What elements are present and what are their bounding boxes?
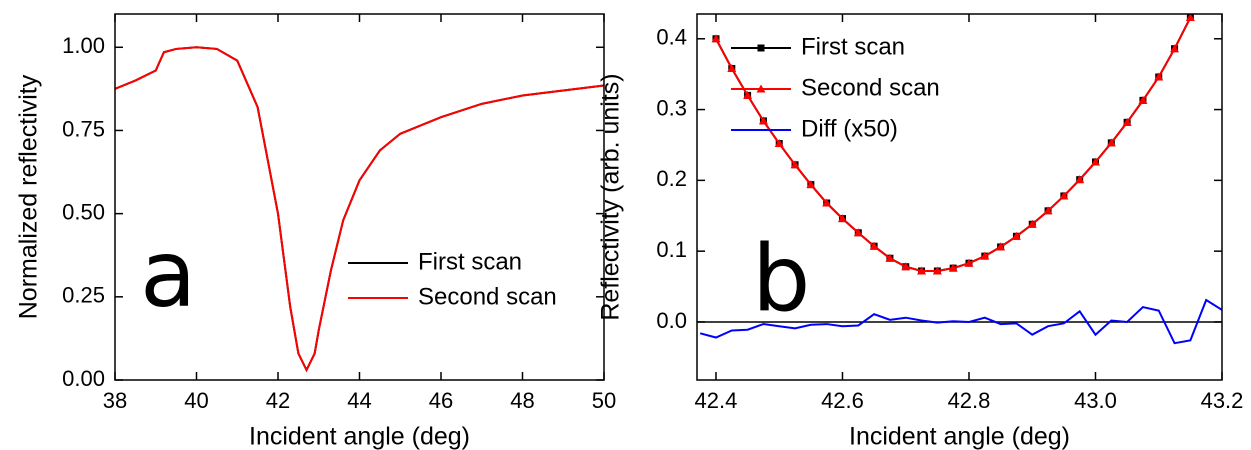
marker xyxy=(1027,219,1037,228)
marker xyxy=(1043,206,1053,215)
plot-area xyxy=(697,14,1222,345)
marker xyxy=(1122,117,1132,126)
marker xyxy=(1059,191,1069,200)
marker xyxy=(869,241,879,250)
marker xyxy=(980,251,990,260)
marker xyxy=(1090,157,1100,166)
y-tick-label: 0.0 xyxy=(656,308,687,333)
legend-marker xyxy=(757,44,765,52)
y-tick-label: 0.75 xyxy=(62,116,105,141)
panel-letter: b xyxy=(752,225,810,332)
legend-label: Second scan xyxy=(418,283,557,310)
x-tick-label: 40 xyxy=(184,388,208,413)
marker xyxy=(1154,72,1164,81)
series-line xyxy=(699,298,1222,345)
y-tick-label: 0.4 xyxy=(656,25,687,50)
x-tick-label: 43.2 xyxy=(1201,388,1244,413)
y-tick-label: 0.00 xyxy=(62,366,105,391)
marker xyxy=(853,228,863,237)
marker xyxy=(1075,175,1085,184)
x-tick-label: 50 xyxy=(592,388,616,413)
marker xyxy=(758,116,768,125)
marker xyxy=(806,180,816,189)
x-tick-label: 42.8 xyxy=(948,388,991,413)
marker xyxy=(743,90,753,99)
marker xyxy=(1011,231,1021,240)
marker xyxy=(948,263,958,272)
x-tick-label: 48 xyxy=(510,388,534,413)
marker xyxy=(822,198,832,207)
axes-frame xyxy=(696,13,1223,381)
legend-marker xyxy=(756,84,766,93)
y-axis-label: Normalized reflectivity xyxy=(15,74,43,319)
marker xyxy=(837,214,847,223)
marker xyxy=(711,34,721,43)
marker xyxy=(932,266,942,275)
marker xyxy=(727,64,737,73)
x-axis-label: Incident angle (deg) xyxy=(249,423,470,450)
y-tick-label: 0.1 xyxy=(656,237,687,262)
x-tick-label: 42 xyxy=(266,388,290,413)
x-tick-label: 38 xyxy=(103,388,127,413)
axes-frame xyxy=(114,13,605,381)
marker xyxy=(1106,138,1116,147)
marker xyxy=(885,253,895,262)
y-tick-label: 0.3 xyxy=(656,95,687,120)
marker xyxy=(774,139,784,148)
y-tick-label: 0.25 xyxy=(62,283,105,308)
legend-label: First scan xyxy=(801,33,905,60)
y-tick-label: 1.00 xyxy=(62,33,105,58)
marker xyxy=(1185,14,1195,22)
x-tick-label: 42.4 xyxy=(695,388,738,413)
marker xyxy=(790,160,800,169)
series-line xyxy=(115,46,604,373)
y-tick-label: 0.2 xyxy=(656,166,687,191)
x-tick-label: 43.0 xyxy=(1074,388,1117,413)
legend-label: First scan xyxy=(418,248,522,275)
x-axis-label: Incident angle (deg) xyxy=(849,423,1070,450)
y-axis-label: Reflectivity (arb. units) xyxy=(597,73,625,320)
marker xyxy=(917,266,927,275)
legend-label: Diff (x50) xyxy=(801,115,898,142)
y-tick-label: 0.50 xyxy=(62,199,105,224)
x-tick-label: 46 xyxy=(429,388,453,413)
marker xyxy=(1170,44,1180,53)
panel-letter: a xyxy=(140,220,196,327)
legend-label: Second scan xyxy=(801,74,940,101)
marker xyxy=(996,242,1006,251)
marker xyxy=(1138,95,1148,104)
marker xyxy=(901,262,911,271)
marker xyxy=(964,258,974,267)
plot-area xyxy=(115,46,604,373)
x-tick-label: 42.6 xyxy=(821,388,864,413)
x-tick-label: 44 xyxy=(347,388,371,413)
